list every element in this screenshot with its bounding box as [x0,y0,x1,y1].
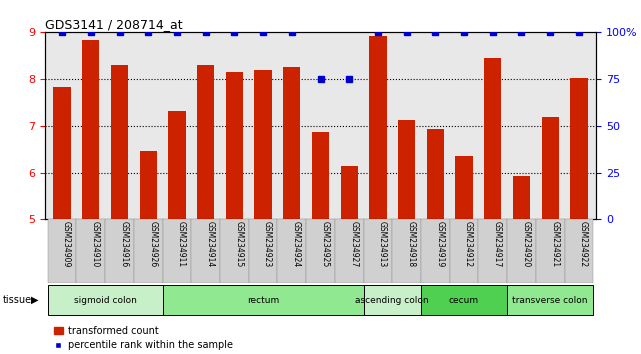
Text: GSM234910: GSM234910 [91,221,100,268]
Bar [507,285,594,315]
Text: transverse colon: transverse colon [512,296,588,304]
Text: GSM234924: GSM234924 [292,221,301,268]
Text: sigmoid colon: sigmoid colon [74,296,137,304]
Bar [47,285,163,315]
Text: GSM234913: GSM234913 [378,221,387,268]
Bar [283,67,301,219]
Bar [340,166,358,219]
Text: GSM234923: GSM234923 [263,221,272,268]
Bar [392,219,421,283]
Bar [363,219,392,283]
Bar [335,219,363,283]
Bar [306,219,335,283]
Text: rectum: rectum [247,296,279,304]
Bar [163,285,363,315]
Bar [565,219,594,283]
Bar [542,117,559,219]
Bar [536,219,565,283]
Text: GSM234909: GSM234909 [62,221,71,268]
Text: GSM234926: GSM234926 [148,221,157,268]
Text: GSM234914: GSM234914 [206,221,215,268]
Text: GSM234921: GSM234921 [550,221,559,268]
Text: GSM234919: GSM234919 [435,221,444,268]
Text: GSM234911: GSM234911 [177,221,186,268]
Bar [513,176,530,219]
Bar [220,219,249,283]
Bar [140,150,157,219]
Bar [312,132,329,219]
Bar [163,219,191,283]
Legend: transformed count, percentile rank within the sample: transformed count, percentile rank withi… [50,322,237,354]
Bar [570,78,588,219]
Text: GDS3141 / 208714_at: GDS3141 / 208714_at [45,18,183,31]
Bar [484,58,501,219]
Bar [427,129,444,219]
Bar [134,219,163,283]
Bar [47,219,76,283]
Bar [53,87,71,219]
Bar [105,219,134,283]
Text: GSM234918: GSM234918 [406,221,415,268]
Bar [169,111,185,219]
Bar [478,219,507,283]
Text: GSM234925: GSM234925 [320,221,329,268]
Bar [197,65,214,219]
Bar [82,40,99,219]
Text: GSM234916: GSM234916 [119,221,128,268]
Bar [421,219,450,283]
Text: tissue: tissue [3,295,32,305]
Text: cecum: cecum [449,296,479,304]
Text: GSM234927: GSM234927 [349,221,358,268]
Bar [226,72,243,219]
Text: GSM234920: GSM234920 [522,221,531,268]
Bar [398,120,415,219]
Text: GSM234922: GSM234922 [579,221,588,268]
Text: ▶: ▶ [31,295,38,305]
Bar [363,285,421,315]
Text: GSM234917: GSM234917 [493,221,502,268]
Bar [456,156,472,219]
Bar [450,219,478,283]
Bar [249,219,278,283]
Text: GSM234912: GSM234912 [464,221,473,268]
Bar [191,219,220,283]
Text: GSM234915: GSM234915 [235,221,244,268]
Bar [421,285,507,315]
Bar [278,219,306,283]
Text: ascending colon: ascending colon [356,296,429,304]
Bar [507,219,536,283]
Bar [76,219,105,283]
Bar [369,36,387,219]
Bar [254,70,272,219]
Bar [111,65,128,219]
